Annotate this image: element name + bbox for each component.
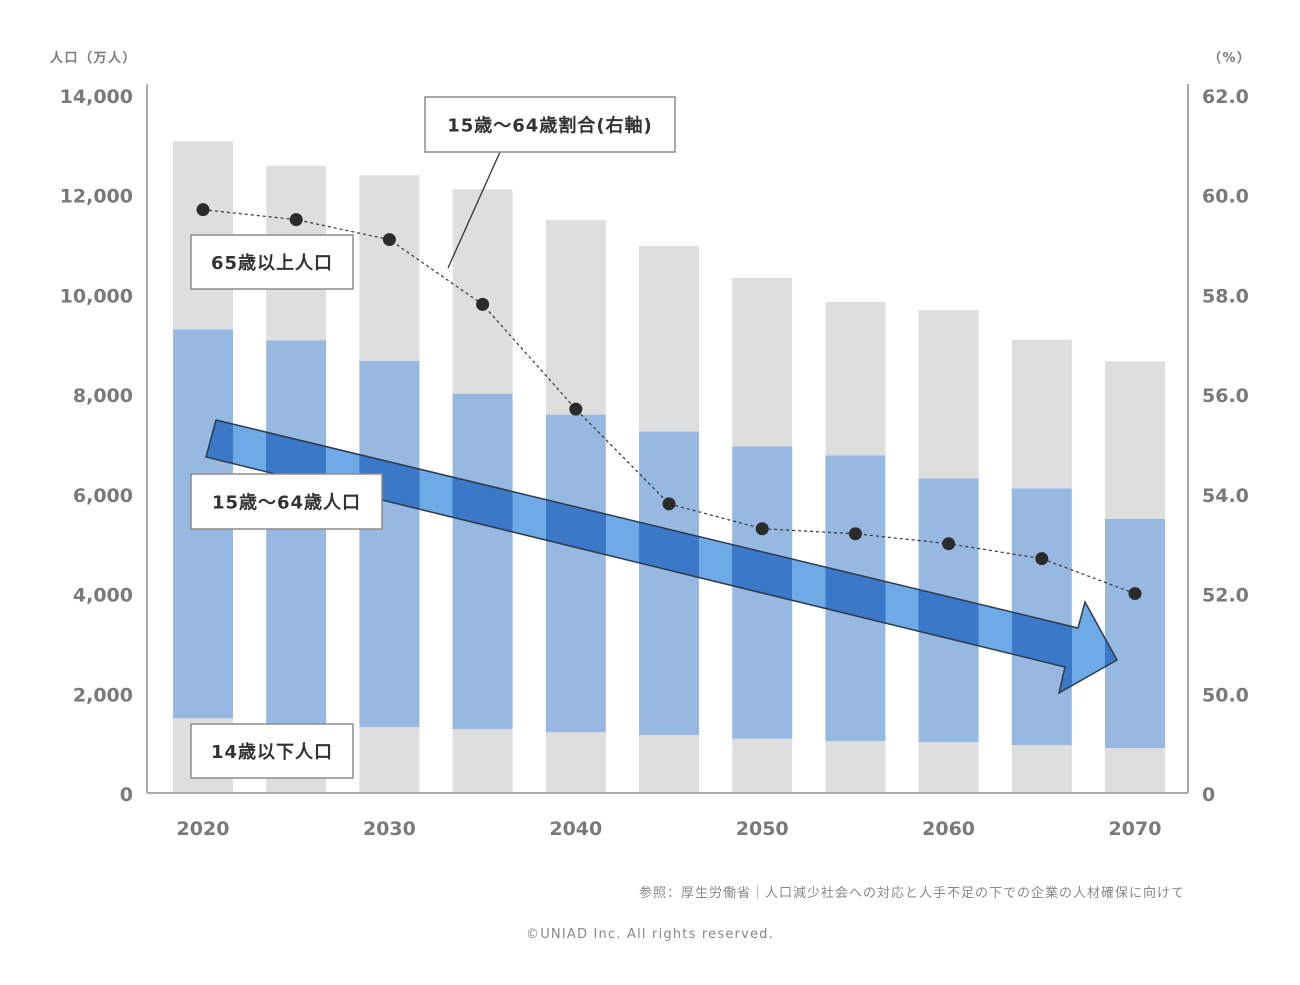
axes-layer: 人口（万人） （%） 0 2,000 4,000 6,000 8,000 10,000 12,0… (50, 50, 1252, 840)
x-tick-2070: 2070 (1109, 818, 1162, 840)
ratio-point-2070 (1128, 587, 1142, 601)
x-tick-2050: 2050 (736, 818, 789, 840)
bar-segment-2040-s2 (545, 220, 606, 415)
ratio-point-2025 (289, 213, 303, 227)
bars-layer (173, 141, 1165, 793)
left-tick-1: 2,000 (73, 684, 133, 706)
left-tick-7: 14,000 (60, 86, 133, 108)
ratio-callout-box (424, 96, 676, 153)
bar-segment-2045-s2 (639, 246, 699, 432)
working-label-box (190, 473, 383, 530)
bar-segment-2065-s0 (1011, 745, 1072, 793)
bar-segment-2070-s1 (1105, 518, 1165, 749)
bar-segment-2035-s2 (452, 189, 513, 394)
bar-segment-2050-s2 (732, 277, 793, 447)
youth-label-box (190, 723, 354, 779)
bar-segment-2060-s2 (918, 310, 979, 479)
bar-segment-2040-s1 (545, 414, 606, 733)
bar-segment-2030-s2 (359, 175, 420, 361)
right-axis-title: （%） (1208, 50, 1252, 66)
left-axis-title: 人口（万人） (50, 50, 137, 66)
elderly-label-label: 65歳以上人口 (211, 253, 333, 274)
youth-label-label: 14歳以下人口 (211, 742, 333, 763)
bar-segment-2025-s1 (266, 340, 327, 726)
bar-segment-2060-s0 (918, 742, 979, 793)
elderly-label-box (190, 234, 354, 290)
source-note: 参照：厚生労働省｜人口減少社会への対応と人手不足の下での企業の人材確保に向けて (638, 886, 1185, 901)
ratio-point-2045 (662, 497, 676, 511)
ratio-line (202, 209, 1136, 595)
bar-segment-2030-s1 (359, 360, 420, 728)
right-tick-3: 54.0 (1202, 485, 1249, 507)
bar-segment-2035-s0 (452, 729, 513, 793)
right-tick-5: 58.0 (1202, 285, 1249, 307)
ratio-point-2060 (942, 537, 956, 551)
right-tick-6: 60.0 (1202, 186, 1249, 208)
x-tick-2020: 2020 (177, 818, 230, 840)
x-tick-2030: 2030 (363, 818, 416, 840)
left-tick-5: 10,000 (60, 285, 133, 307)
copyright: ©UNIAD Inc. All rights reserved. (526, 927, 774, 942)
right-tick-2: 52.0 (1202, 585, 1249, 607)
left-tick-2: 4,000 (73, 585, 133, 607)
ratio-point-2065 (1035, 552, 1049, 566)
ratio-point-2020 (196, 203, 210, 217)
ratio-point-2050 (755, 522, 769, 536)
x-tick-2040: 2040 (549, 818, 602, 840)
annotations-layer: 15歳〜64歳割合(右軸) 65歳以上人口 15歳〜64歳人口 14歳以下人口 (190, 96, 676, 779)
ratio-line-layer (196, 203, 1142, 601)
bar-segment-2055-s2 (825, 301, 886, 456)
bar-segment-2035-s1 (452, 393, 513, 730)
ratio-callout-label: 15歳〜64歳割合(右軸) (447, 115, 653, 137)
bar-segment-2050-s0 (732, 738, 793, 793)
right-tick-0: 0 (1202, 784, 1215, 806)
left-tick-6: 12,000 (60, 186, 133, 208)
ratio-point-2030 (382, 233, 396, 247)
bar-segment-2045-s0 (639, 735, 699, 793)
bar-segment-2055-s0 (825, 741, 886, 793)
left-tick-4: 8,000 (73, 385, 133, 407)
callout-leader-line (447, 151, 501, 269)
right-tick-4: 56.0 (1202, 385, 1249, 407)
right-tick-7: 62.0 (1202, 86, 1249, 108)
bar-segment-2030-s0 (359, 727, 420, 793)
x-tick-2060: 2060 (922, 818, 975, 840)
bar-segment-2040-s0 (545, 732, 606, 793)
left-tick-3: 6,000 (73, 485, 133, 507)
bar-segment-2070-s2 (1105, 361, 1165, 519)
ratio-point-2055 (848, 527, 862, 541)
bar-segment-2070-s0 (1105, 748, 1165, 793)
ratio-point-2040 (569, 402, 583, 416)
bar-segment-2065-s2 (1011, 339, 1072, 489)
bar-segment-2045-s1 (639, 431, 699, 736)
right-tick-1: 50.0 (1202, 684, 1249, 706)
left-tick-0: 0 (120, 784, 133, 806)
ratio-point-2035 (476, 297, 490, 311)
working-label-label: 15歳〜64歳人口 (212, 493, 361, 514)
